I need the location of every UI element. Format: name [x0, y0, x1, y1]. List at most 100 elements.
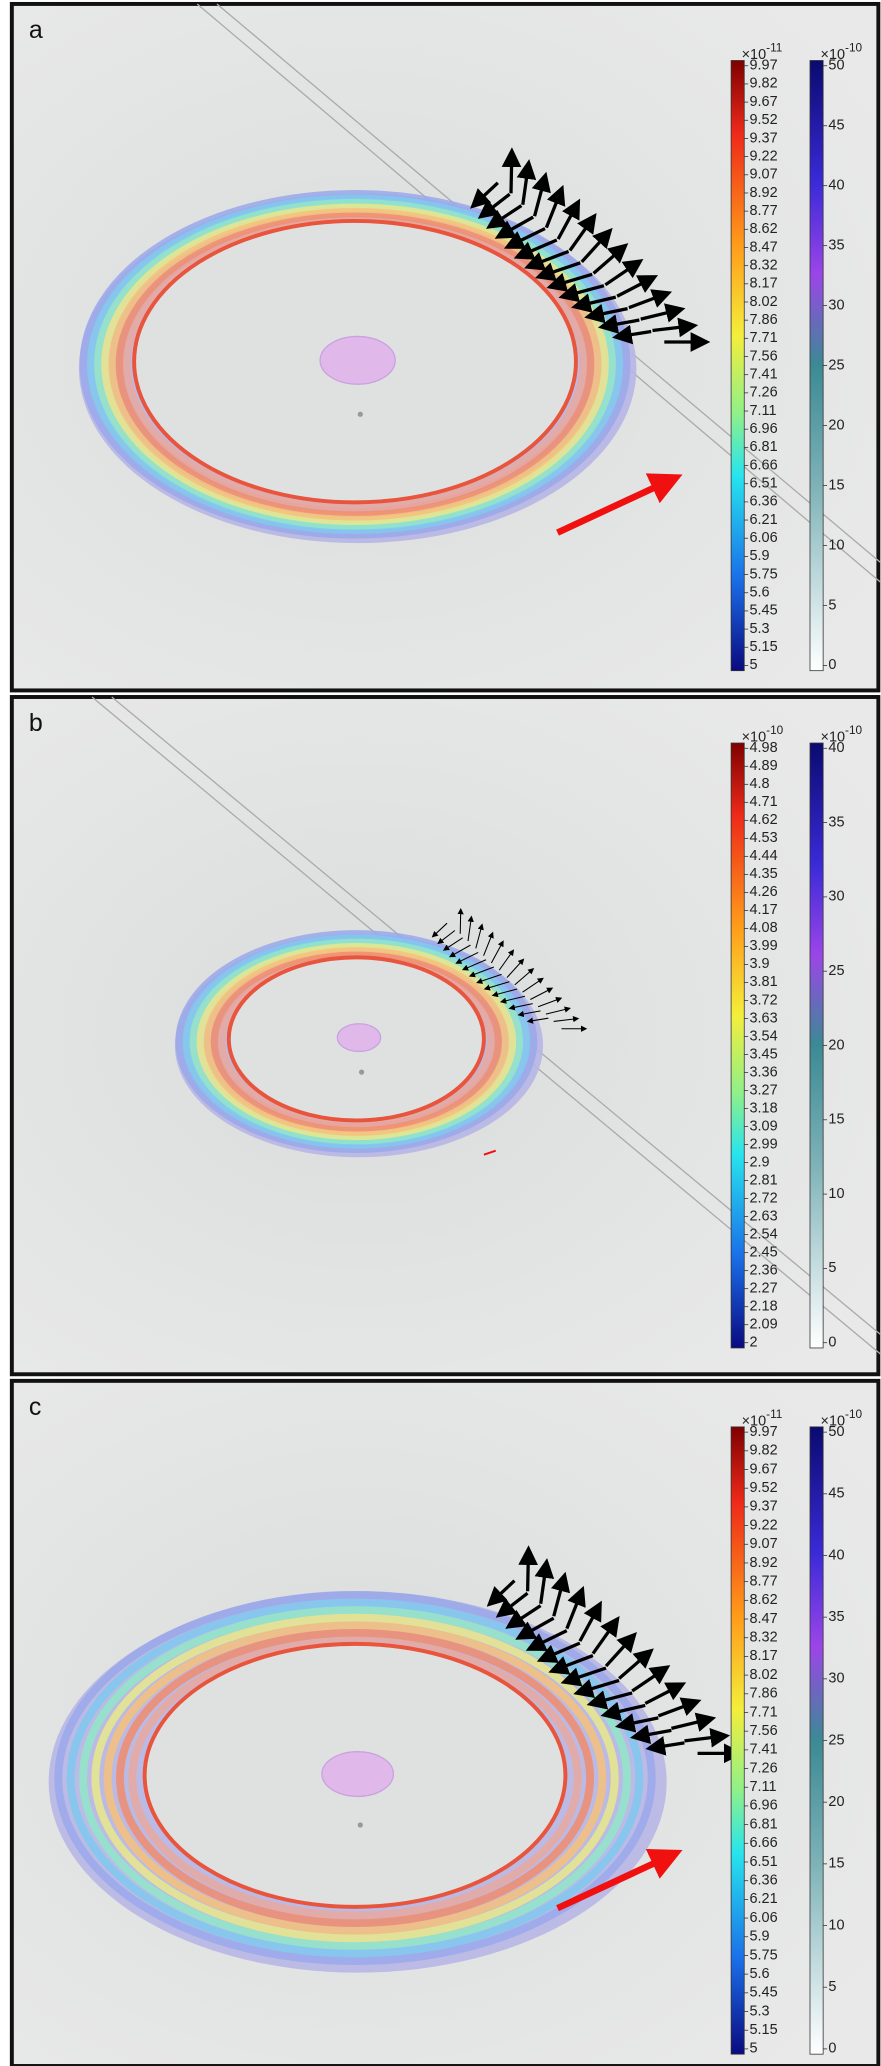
colorbar-tick-label: 9.67: [750, 1461, 778, 1477]
colorbar-tick-label: 30: [828, 297, 844, 313]
colorbar-tick-label: 3.9: [750, 956, 770, 972]
colorbar-tick-label: 25: [828, 963, 844, 979]
colorbar-tick-label: 0: [828, 1335, 836, 1351]
core: [322, 1752, 394, 1797]
colorbar-tick-label: 5.6: [750, 585, 770, 601]
colorbar-tick-label: 7.71: [750, 1704, 778, 1720]
colorbar-tick-label: 7.56: [750, 1723, 778, 1739]
colorbar-tick-label: 3.45: [750, 1046, 778, 1062]
colorbar-tick-label: 5.3: [750, 621, 770, 637]
multiplier-exponent: -11: [766, 41, 782, 55]
colorbar: [731, 60, 744, 670]
colorbar-tick-label: 4.26: [750, 884, 778, 900]
vector-arrow: [528, 1552, 529, 1591]
colorbar-tick-label: 6.06: [750, 1910, 778, 1926]
colorbar-tick-label: 3.27: [750, 1082, 778, 1098]
colorbar-tick-label: 35: [828, 237, 844, 253]
colorbar-tick-label: 9.52: [750, 1480, 778, 1496]
colorbar-tick-label: 9.07: [750, 1536, 778, 1552]
colorbar-tick-label: 9.82: [750, 1443, 778, 1459]
colorbar-tick-label: 5.75: [750, 566, 778, 582]
colorbar-tick-label: 4.98: [750, 740, 778, 756]
colorbar-tick-label: 8.47: [750, 1611, 778, 1627]
colorbar-tick-label: 4.35: [750, 866, 778, 882]
colorbar-tick-label: 4.53: [750, 830, 778, 846]
colorbar-tick-label: 2.45: [750, 1244, 778, 1260]
colorbar-tick-label: 9.97: [750, 1424, 778, 1440]
colorbar-tick-label: 9.52: [750, 112, 778, 128]
colorbar-tick-label: 6.81: [750, 439, 778, 455]
colorbar-tick-label: 40: [828, 178, 844, 194]
colorbar-tick-label: 9.37: [750, 1499, 778, 1515]
colorbar-tick-label: 4.17: [750, 902, 778, 918]
colorbar-tick-label: 2.27: [750, 1280, 778, 1296]
colorbar-tick-label: 0: [828, 657, 836, 673]
colorbar-tick-label: 7.56: [750, 348, 778, 364]
colorbar-tick-label: 5: [828, 597, 836, 613]
colorbar-tick-label: 35: [828, 1609, 844, 1625]
colorbar-tick-label: 9.37: [750, 130, 778, 146]
colorbar-tick-label: 6.96: [750, 421, 778, 437]
colorbar-tick-label: 3.36: [750, 1064, 778, 1080]
colorbar-tick-label: 3.72: [750, 992, 778, 1008]
colorbar-tick-label: 7.86: [750, 312, 778, 328]
colorbar-tick-label: 9.22: [750, 148, 778, 164]
colorbar-tick-label: 8.32: [750, 1630, 778, 1646]
colorbar-tick-label: 5: [828, 1260, 836, 1276]
colorbar-tick-label: 9.07: [750, 167, 778, 183]
panel-label: a: [29, 16, 43, 44]
colorbar-tick-label: 3.63: [750, 1010, 778, 1026]
colorbar-tick-label: 8.02: [750, 1667, 778, 1683]
colorbar-tick-label: 8.17: [750, 1648, 778, 1664]
colorbar-tick-label: 3.09: [750, 1118, 778, 1134]
colorbar-tick-label: 4.8: [750, 776, 770, 792]
colorbar-tick-label: 8.47: [750, 239, 778, 255]
colorbar-tick-label: 20: [828, 417, 844, 433]
colorbar-tick-label: 9.97: [750, 58, 778, 74]
colorbar-tick-label: 15: [828, 1112, 844, 1128]
colorbar-tick-label: 40: [828, 740, 844, 756]
colorbar-tick-label: 4.08: [750, 920, 778, 936]
colorbar-tick-label: 5.75: [750, 1947, 778, 1963]
colorbar-tick-label: 8.32: [750, 257, 778, 273]
colorbar-tick-label: 35: [828, 814, 844, 830]
colorbar-tick-label: 7.11: [750, 1779, 777, 1795]
colorbar-tick-label: 3.18: [750, 1100, 778, 1116]
panel-label: c: [29, 1393, 41, 1421]
figure: a×10-119.979.829.679.529.379.229.078.928…: [0, 0, 881, 2066]
colorbar-tick-label: 40: [828, 1547, 844, 1563]
colorbar-tick-label: 3.54: [750, 1028, 778, 1044]
colorbar-tick-label: 5.45: [750, 603, 778, 619]
colorbar-tick-label: 2.54: [750, 1226, 778, 1242]
colorbar: [810, 60, 823, 670]
colorbar-tick-label: 5.15: [750, 639, 778, 655]
colorbar-tick-label: 7.41: [750, 1742, 778, 1758]
vector-arrow: [511, 154, 512, 193]
colorbar-tick-label: 15: [828, 477, 844, 493]
colorbar: [731, 743, 744, 1348]
colorbar: [731, 1427, 744, 2054]
colorbar-tick-label: 4.62: [750, 812, 778, 828]
colorbar-tick-label: 9.67: [750, 94, 778, 110]
colorbar-tick-label: 8.77: [750, 1573, 778, 1589]
colorbar-tick-label: 5.15: [750, 2022, 778, 2038]
center-dot: [358, 412, 363, 417]
colorbar-tick-label: 2: [750, 1335, 758, 1351]
colorbar-tick-label: 6.66: [750, 457, 778, 473]
colorbar-tick-label: 8.92: [750, 185, 778, 201]
core: [320, 336, 395, 384]
colorbar-tick-label: 9.82: [750, 76, 778, 92]
colorbar-tick-label: 5.3: [750, 2003, 770, 2019]
panel: b×10-104.984.894.84.714.624.534.444.354.…: [12, 697, 881, 1374]
colorbar-tick-label: 5.9: [750, 548, 770, 564]
colorbar-tick-label: 6.51: [750, 1854, 778, 1870]
colorbar-tick-label: 2.99: [750, 1136, 778, 1152]
colorbar-tick-label: 6.81: [750, 1816, 778, 1832]
colorbar-tick-label: 2.63: [750, 1208, 778, 1224]
colorbar-tick-label: 10: [828, 1917, 844, 1933]
colorbar-tick-label: 2.18: [750, 1298, 778, 1314]
panel-label: b: [29, 709, 43, 737]
colorbar-tick-label: 8.17: [750, 276, 778, 292]
colorbar-tick-label: 25: [828, 1732, 844, 1748]
colorbar-tick-label: 6.96: [750, 1798, 778, 1814]
